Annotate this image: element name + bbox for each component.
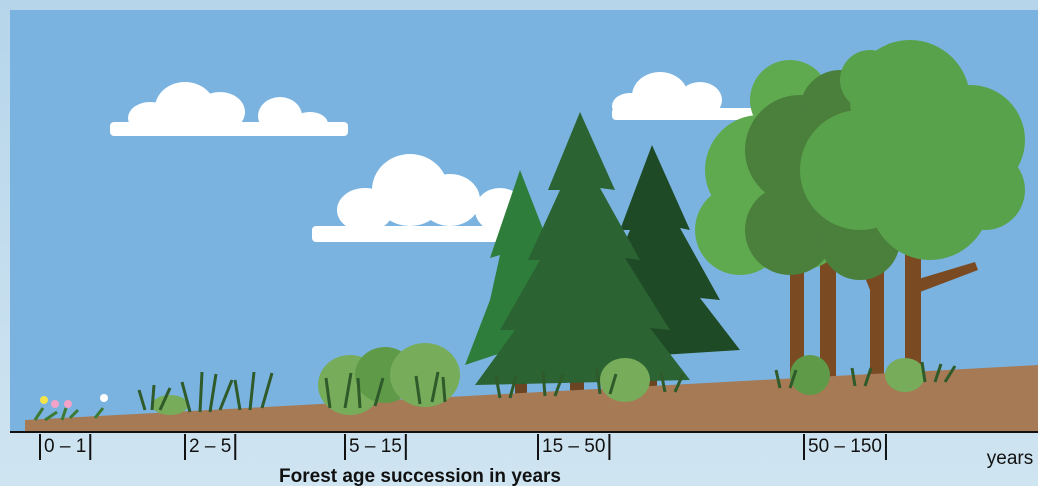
stage-label: 50 – 150 [808,436,882,457]
scene: 0 – 1 2 – 5 5 – 15 15 – 50 50 – 150 years Fo… [0,0,1038,486]
caption: Forest age succession in years [279,466,561,486]
stage-label: 5 – 15 [349,436,402,457]
unit-label: years [987,448,1033,469]
stage-label: 15 – 50 [542,436,605,457]
stage-label: 0 – 1 [44,436,86,457]
stage-label: 2 – 5 [189,436,231,457]
